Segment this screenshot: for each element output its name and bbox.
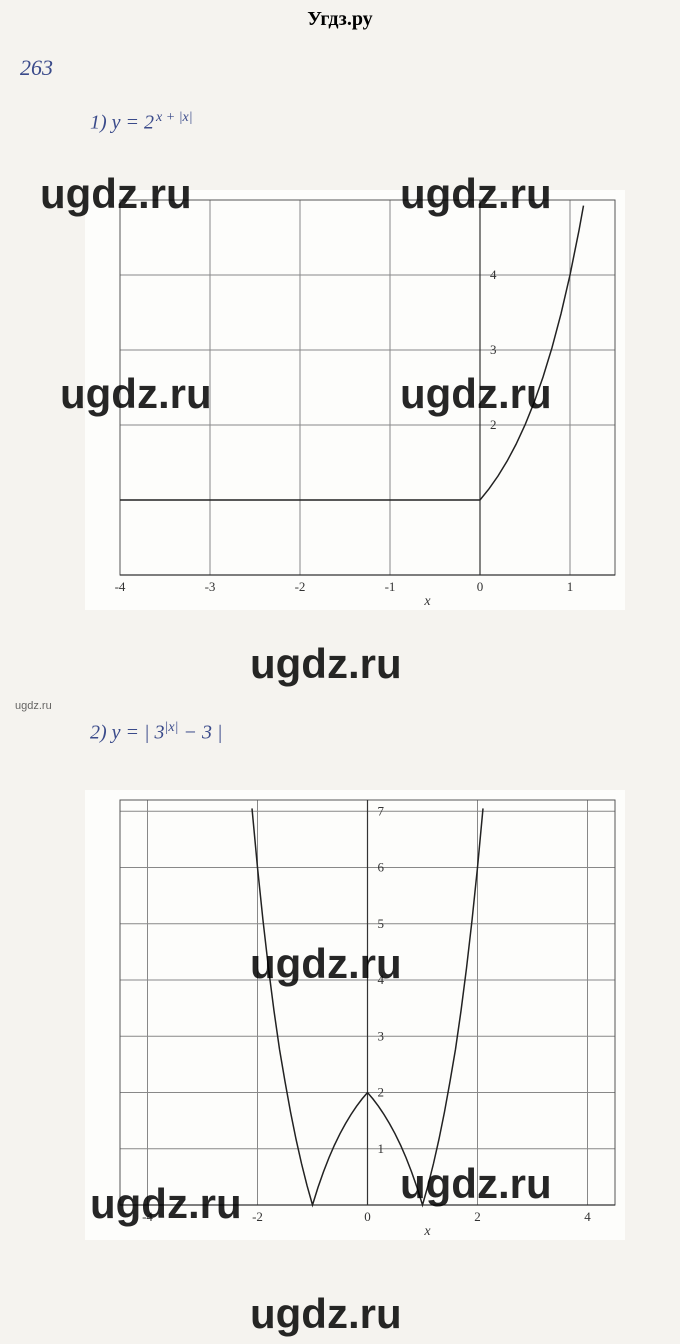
svg-text:-3: -3: [205, 579, 216, 594]
equation-2: 2) y = | 3|x| − 3 |: [90, 720, 222, 745]
problem-number: 263: [20, 55, 53, 81]
eq2-tail: − 3 |: [178, 722, 222, 744]
eq2-exponent: |x|: [165, 720, 179, 735]
watermark: ugdz.ru: [250, 1290, 402, 1338]
chart-1: -4 -3 -2 -1 0 1 2 3 4 x: [85, 190, 625, 610]
eq2-base: 2) y = | 3: [90, 722, 165, 744]
svg-text:x: x: [423, 594, 431, 609]
svg-text:-4: -4: [115, 579, 126, 594]
svg-text:2: 2: [378, 1085, 385, 1100]
svg-text:4: 4: [584, 1209, 591, 1224]
svg-text:x: x: [423, 1224, 431, 1239]
svg-text:0: 0: [477, 579, 484, 594]
watermark-small: ugdz.ru: [15, 700, 52, 712]
svg-text:-4: -4: [142, 1209, 153, 1224]
svg-text:7: 7: [378, 803, 385, 818]
svg-text:5: 5: [378, 916, 385, 931]
svg-text:0: 0: [364, 1209, 371, 1224]
eq1-base: 1) y = 2: [90, 112, 154, 134]
chart-svg: -4 -2 0 2 4 1 2 3 4 5 6 7 x: [85, 790, 625, 1240]
svg-text:-2: -2: [252, 1209, 263, 1224]
svg-text:1: 1: [567, 579, 574, 594]
svg-text:1: 1: [378, 1141, 385, 1156]
svg-text:-1: -1: [385, 579, 396, 594]
chart-2: -4 -2 0 2 4 1 2 3 4 5 6 7 x: [85, 790, 625, 1240]
site-header: Угдз.ру: [0, 0, 680, 31]
svg-text:2: 2: [474, 1209, 481, 1224]
svg-text:3: 3: [378, 1028, 385, 1043]
svg-text:3: 3: [490, 342, 497, 357]
svg-text:-2: -2: [295, 579, 306, 594]
watermark: ugdz.ru: [250, 640, 402, 688]
svg-text:4: 4: [490, 267, 497, 282]
svg-text:4: 4: [378, 972, 385, 987]
svg-text:2: 2: [490, 417, 497, 432]
equation-1: 1) y = 2x + |x|: [90, 110, 193, 135]
svg-text:6: 6: [378, 860, 385, 875]
eq1-exponent: x + |x|: [156, 110, 193, 125]
chart-svg: -4 -3 -2 -1 0 1 2 3 4 x: [85, 190, 625, 610]
